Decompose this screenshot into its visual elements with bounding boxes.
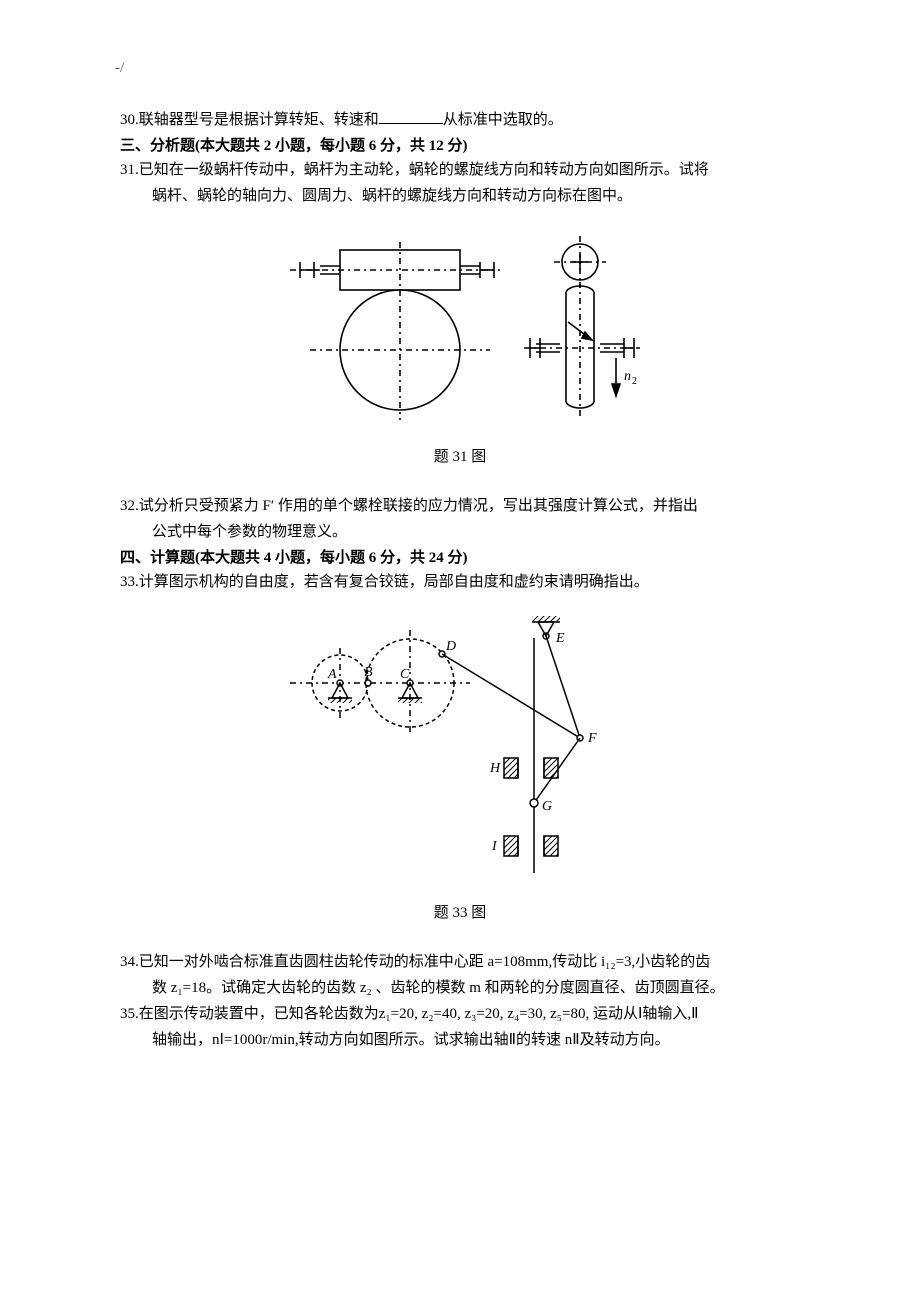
figure-33-svg: A B C D E F G H I xyxy=(270,608,650,888)
label-G: G xyxy=(542,799,552,814)
q31-line2: 蜗杆、蜗轮的轴向力、圆周力、蜗杆的螺旋线方向和转动方向标在图中。 xyxy=(152,184,800,208)
page-marker: -/ xyxy=(115,60,124,77)
label-F: F xyxy=(587,731,597,746)
label-H: H xyxy=(489,761,501,776)
label-A: A xyxy=(327,667,337,682)
page-content: 30.联轴器型号是根据计算转矩、转速和 从标准中选取的。 三、分析题(本大题共 2… xyxy=(120,108,800,1052)
n-sub: 2 xyxy=(632,376,637,387)
figure-31-svg: n 2 xyxy=(280,222,640,432)
q31-line1: 31.已知在一级蜗杆传动中，蜗杆为主动轮，蜗轮的螺旋线方向和转动方向如图所示。试… xyxy=(120,158,800,182)
q32-line2: 公式中每个参数的物理意义。 xyxy=(152,520,800,544)
q32-line1: 32.试分析只受预紧力 F′ 作用的单个螺栓联接的应力情况，写出其强度计算公式，… xyxy=(120,494,800,518)
section-4-title: 四、计算题(本大题共 4 小题，每小题 6 分，共 24 分) xyxy=(120,546,800,570)
figure-31: n 2 xyxy=(120,222,800,437)
section-3-title: 三、分析题(本大题共 2 小题，每小题 6 分，共 12 分) xyxy=(120,134,800,158)
q34-line2: 数 z₁=18。试确定大齿轮的齿数 z₂ 、齿轮的模数 m 和两轮的分度圆直径、… xyxy=(152,976,800,1000)
q33-line1: 33.计算图示机构的自由度，若含有复合铰链，局部自由度和虚约束请明确指出。 xyxy=(120,570,800,594)
label-D: D xyxy=(445,639,456,654)
label-E: E xyxy=(555,631,565,646)
blank-field xyxy=(379,110,443,124)
figure-33: A B C D E F G H I xyxy=(120,608,800,893)
q35-line2: 轴输出，nⅠ=1000r/min,转动方向如图所示。试求输出轴Ⅱ的转速 nⅡ及转… xyxy=(152,1028,800,1052)
q30-after: 从标准中选取的。 xyxy=(443,112,563,128)
q35-line1: 35.在图示传动装置中，已知各轮齿数为z₁=20, z₂=40, z₃=20, … xyxy=(120,1002,800,1026)
label-C: C xyxy=(400,667,410,682)
label-B: B xyxy=(364,665,373,680)
figure-33-caption: 题 33 图 xyxy=(120,901,800,922)
q30-before: 30.联轴器型号是根据计算转矩、转速和 xyxy=(120,112,379,128)
figure-31-caption: 题 31 图 xyxy=(120,445,800,466)
label-I: I xyxy=(491,839,498,854)
q30-line: 30.联轴器型号是根据计算转矩、转速和 从标准中选取的。 xyxy=(120,108,800,132)
q34-line1: 34.已知一对外啮合标准直齿圆柱齿轮传动的标准中心距 a=108mm,传动比 i… xyxy=(120,950,800,974)
n-label: n xyxy=(624,369,631,384)
